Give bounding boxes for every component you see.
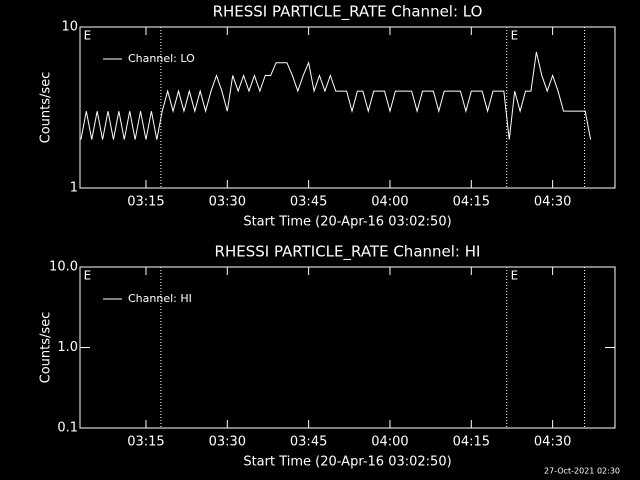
y-tick-label: 10.0 (49, 260, 78, 275)
x-tick-label: 04:15 (453, 435, 490, 450)
x-tick-label: 03:30 (209, 195, 246, 210)
annotation: E (511, 29, 519, 43)
x-tick-label: 03:15 (127, 195, 164, 210)
y-axis-label: Counts/sec (39, 72, 54, 144)
x-tick-label: 04:15 (453, 195, 490, 210)
annotation: E (84, 269, 92, 283)
y-tick-label: 10 (61, 20, 78, 35)
y-axis-label: Counts/sec (39, 312, 54, 384)
chart-title: RHESSI PARTICLE_RATE Channel: HI (215, 243, 481, 262)
x-tick-label: 04:00 (371, 195, 408, 210)
annotation: E (84, 29, 92, 43)
plot-frame (79, 26, 616, 189)
x-tick-label: 03:15 (127, 435, 164, 450)
chart-title: RHESSI PARTICLE_RATE Channel: LO (213, 3, 483, 22)
data-line (80, 51, 592, 140)
legend-label: Channel: LO (128, 52, 195, 65)
x-axis-label: Start Time (20-Apr-16 03:02:50) (243, 455, 451, 470)
annotation: E (511, 269, 519, 283)
y-tick-label: 0.1 (57, 421, 78, 436)
legend-label: Channel: HI (128, 292, 192, 305)
y-tick-label: 1.0 (57, 340, 78, 355)
footer: 27-Oct-2021 02:30 (544, 467, 620, 476)
x-tick-label: 04:30 (534, 435, 571, 450)
y-tick-label: 1 (70, 181, 78, 196)
x-axis-label: Start Time (20-Apr-16 03:02:50) (243, 215, 451, 230)
x-tick-label: 04:00 (371, 435, 408, 450)
x-tick-label: 03:45 (290, 195, 327, 210)
x-tick-label: 03:45 (290, 435, 327, 450)
x-tick-label: 04:30 (534, 195, 571, 210)
x-tick-label: 03:30 (209, 435, 246, 450)
